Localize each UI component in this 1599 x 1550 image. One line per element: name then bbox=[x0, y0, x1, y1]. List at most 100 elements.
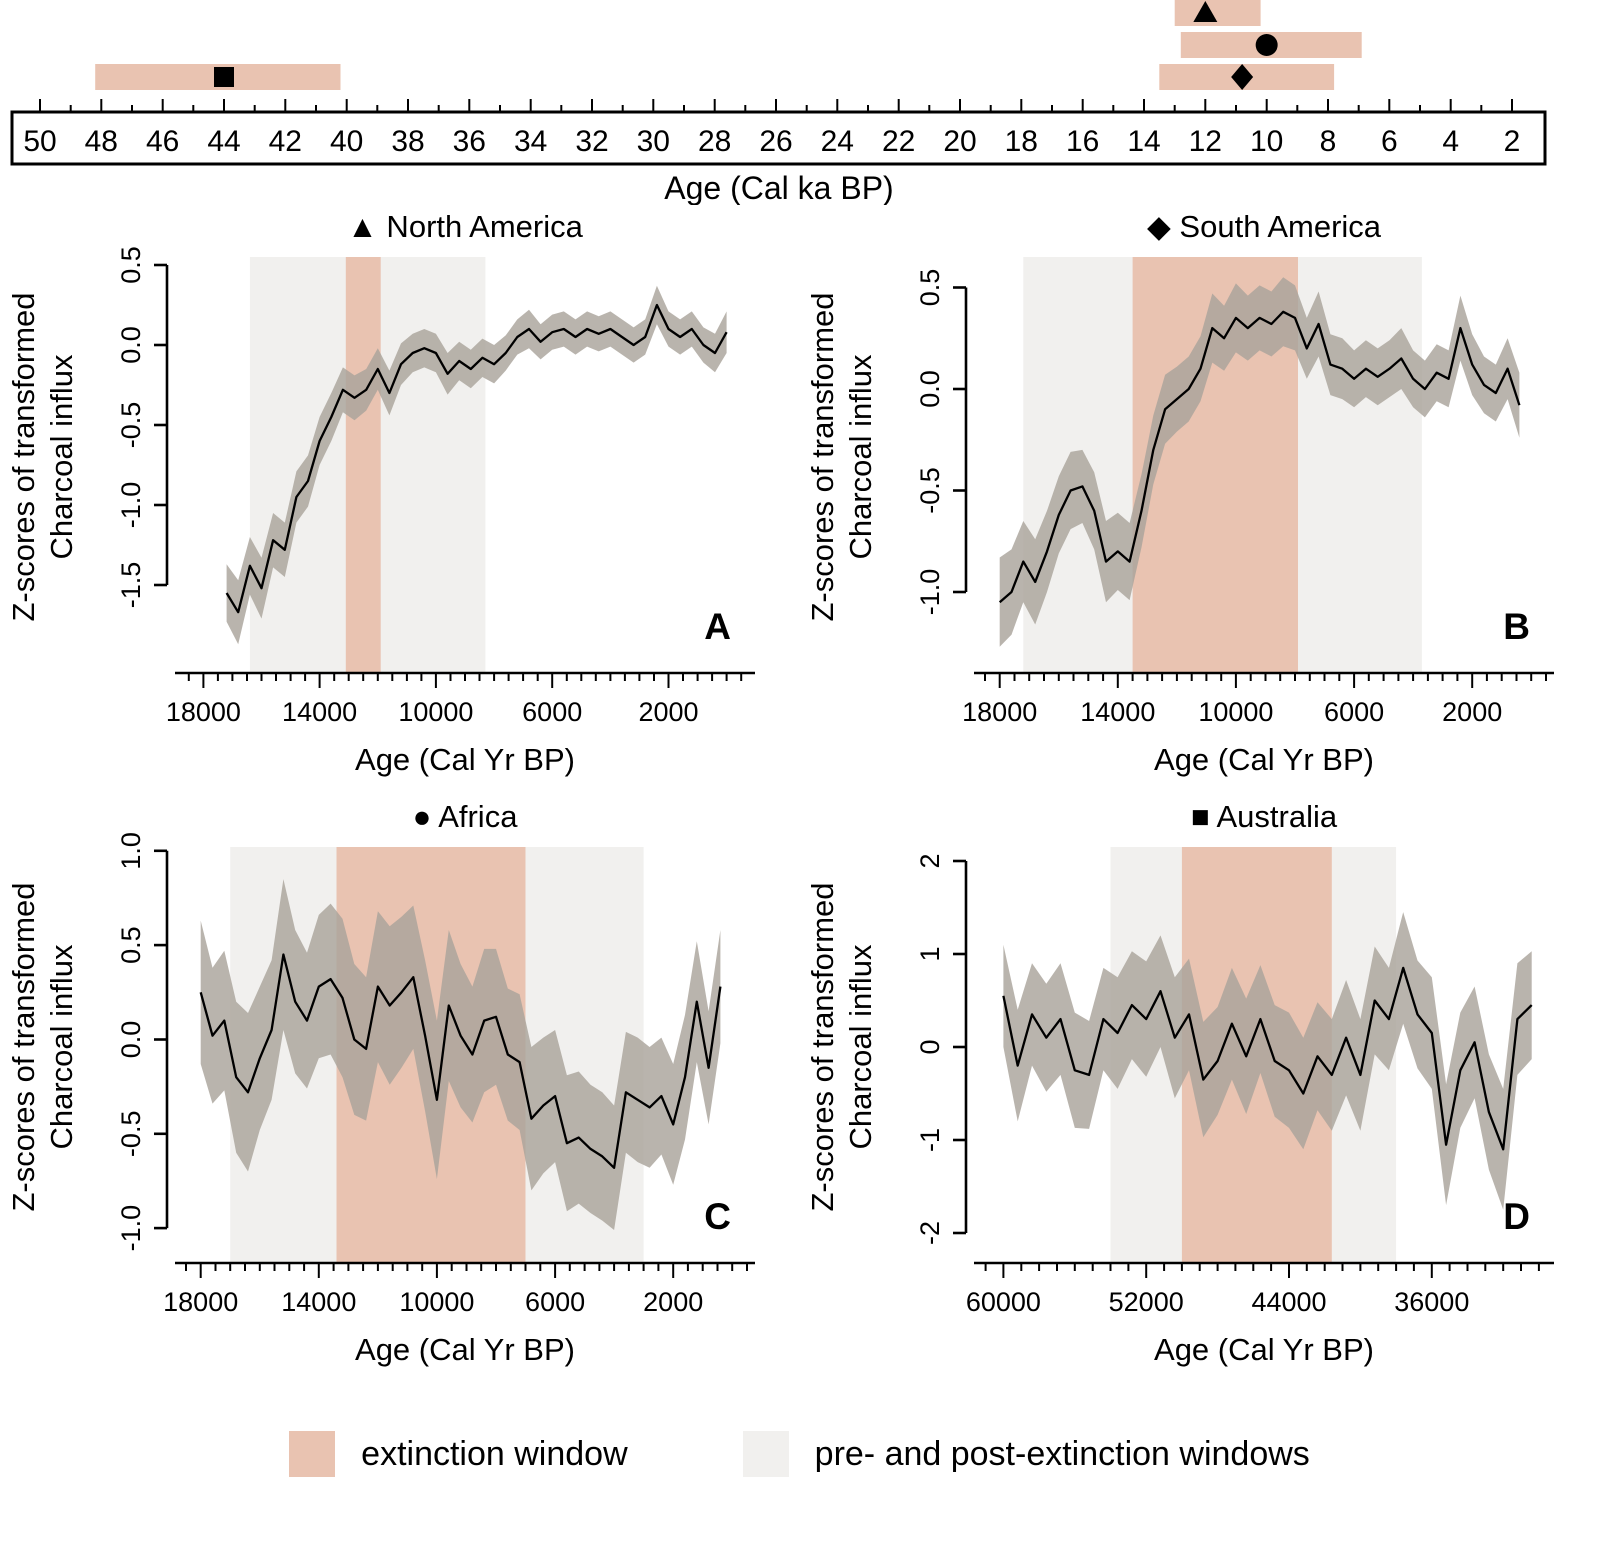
x-axis: 18000 14000 10000 6000 2000 Age (Cal Yr BP) bbox=[166, 671, 755, 777]
timeline-chart: 2468101214161820222426283032343638404244… bbox=[10, 0, 1547, 205]
y-axis-label-line1: Z-scores of transformed bbox=[805, 292, 840, 621]
prepost-window-label: pre- and post-extinction windows bbox=[814, 1434, 1310, 1473]
y-tick-label: -0.5 bbox=[116, 402, 146, 449]
y-tick-label: 0 bbox=[915, 1039, 945, 1054]
timeline-tick-label: 6 bbox=[1381, 125, 1398, 158]
timeline-tick-label: 44 bbox=[207, 125, 240, 158]
extinction-window-label: extinction window bbox=[361, 1434, 628, 1473]
y-tick-label: 0.0 bbox=[915, 370, 945, 408]
panel-b-south-america: 0.5 0.0 -0.5 -1.0 18000 14000 10000 6000 2000 Age… bbox=[805, 209, 1554, 777]
panel-letter: D bbox=[1503, 1196, 1530, 1237]
timeline-tick-label: 8 bbox=[1320, 125, 1337, 158]
panel-a-north-america: 0.5 0.0 -0.5 -1.0 -1.5 18000 14000 10000 6000 200… bbox=[6, 209, 755, 777]
x-tick-label: 44000 bbox=[1251, 1287, 1326, 1317]
timeline-axis-box bbox=[10, 110, 1547, 166]
y-axis-label-line2: Charcoal influx bbox=[843, 354, 878, 560]
confidence-band bbox=[226, 285, 727, 645]
y-tick-label: 0.5 bbox=[915, 269, 945, 307]
x-tick-label: 14000 bbox=[282, 697, 357, 727]
timeline-tick-label: 48 bbox=[85, 125, 118, 158]
timeline-tick-label: 46 bbox=[146, 125, 179, 158]
y-axis: 0.5 0.0 -0.5 -1.0 -1.5 bbox=[116, 246, 169, 609]
extinction-bar-triangle bbox=[1174, 0, 1261, 26]
y-tick-label: 1 bbox=[915, 946, 945, 961]
y-axis-label-line1: Z-scores of transformed bbox=[6, 292, 41, 621]
circle-icon bbox=[1255, 34, 1278, 56]
timeline-tick-label: 4 bbox=[1442, 125, 1459, 158]
x-tick-label: 10000 bbox=[1198, 697, 1273, 727]
timeline-tick-label: 16 bbox=[1066, 125, 1099, 158]
x-axis-label: Age (Cal Yr BP) bbox=[1154, 1332, 1374, 1367]
y-tick-label: 2 bbox=[915, 853, 945, 868]
x-tick-label: 10000 bbox=[399, 1287, 474, 1317]
y-axis-label-line2: Charcoal influx bbox=[44, 354, 79, 560]
timeline-tick-label: 42 bbox=[269, 125, 302, 158]
timeline-tick-label: 34 bbox=[514, 125, 547, 158]
x-tick-label: 6000 bbox=[1324, 697, 1384, 727]
panel-title: ● Africa bbox=[413, 799, 519, 834]
y-tick-label: 0.5 bbox=[116, 246, 146, 284]
y-axis-label-line1: Z-scores of transformed bbox=[805, 882, 840, 1211]
timeline-tick-label: 12 bbox=[1189, 125, 1222, 158]
extinction-bars bbox=[95, 0, 1362, 90]
extinction-window bbox=[345, 257, 381, 673]
y-axis-label-line2: Charcoal influx bbox=[44, 944, 79, 1150]
y-tick-label: -1.0 bbox=[116, 1205, 146, 1252]
x-tick-label: 10000 bbox=[398, 697, 473, 727]
y-tick-label: -1 bbox=[915, 1128, 945, 1152]
confidence-band bbox=[1003, 912, 1532, 1210]
y-tick-label: -2 bbox=[915, 1221, 945, 1245]
y-axis: 2 1 0 -1 -2 bbox=[915, 853, 968, 1245]
x-tick-label: 14000 bbox=[1080, 697, 1155, 727]
panel-title: ■ Australia bbox=[1191, 799, 1338, 834]
timeline-tick-label: 30 bbox=[637, 125, 670, 158]
diamond-icon bbox=[1231, 64, 1254, 90]
x-tick-label: 2000 bbox=[638, 697, 698, 727]
y-axis: 0.5 0.0 -0.5 -1.0 bbox=[915, 269, 968, 615]
panel-title: ▲ North America bbox=[347, 209, 583, 244]
x-axis-label: Age (Cal Yr BP) bbox=[1154, 742, 1374, 777]
panel-letter: C bbox=[704, 1196, 731, 1237]
timeline-tick-label: 20 bbox=[943, 125, 976, 158]
x-tick-label: 6000 bbox=[525, 1287, 585, 1317]
x-tick-label: 14000 bbox=[281, 1287, 356, 1317]
y-tick-label: -1.5 bbox=[116, 562, 146, 609]
x-tick-label: 18000 bbox=[163, 1287, 238, 1317]
x-tick-label: 6000 bbox=[522, 697, 582, 727]
y-tick-label: 0.0 bbox=[116, 1021, 146, 1059]
x-axis-label: Age (Cal Yr BP) bbox=[355, 742, 575, 777]
y-tick-label: 1.0 bbox=[116, 832, 146, 870]
charcoal-line bbox=[1002, 966, 1533, 1151]
timeline-tick-label: 32 bbox=[575, 125, 608, 158]
y-axis-label-line1: Z-scores of transformed bbox=[6, 882, 41, 1211]
charcoal-line bbox=[998, 310, 1521, 604]
y-axis-label-line2: Charcoal influx bbox=[843, 944, 878, 1150]
timeline-tick-label: 14 bbox=[1127, 125, 1160, 158]
timeline-tick-label: 38 bbox=[391, 125, 424, 158]
panel-letter: A bbox=[704, 606, 731, 647]
y-tick-label: -1.0 bbox=[116, 482, 146, 529]
y-tick-label: -0.5 bbox=[116, 1111, 146, 1158]
timeline-tick-label: 2 bbox=[1504, 125, 1521, 158]
x-axis: 18000 14000 10000 6000 2000 Age (Cal Yr BP) bbox=[962, 671, 1554, 777]
x-tick-label: 60000 bbox=[966, 1287, 1041, 1317]
timeline-tick-label: 22 bbox=[882, 125, 915, 158]
timeline-tick-label: 50 bbox=[23, 125, 56, 158]
timeline-tick-label: 36 bbox=[453, 125, 486, 158]
charcoal-line bbox=[199, 953, 722, 1169]
x-tick-label: 18000 bbox=[166, 697, 241, 727]
legend-item-extinction: extinction window bbox=[289, 1431, 628, 1477]
extinction-window-swatch bbox=[289, 1431, 336, 1477]
timeline-ticks: 2468101214161820222426283032343638404244… bbox=[23, 99, 1520, 158]
panels-grid: 0.5 0.0 -0.5 -1.0 -1.5 18000 14000 10000 6000 200… bbox=[0, 205, 1599, 1385]
panel-letter: B bbox=[1503, 606, 1530, 647]
timeline-tick-label: 10 bbox=[1250, 125, 1283, 158]
legend-item-prepost: pre- and post-extinction windows bbox=[742, 1431, 1310, 1477]
x-tick-label: 36000 bbox=[1394, 1287, 1469, 1317]
panel-d-australia: 2 1 0 -1 -2 60000 52000 44000 36000 Age (Cal Yr B… bbox=[805, 799, 1554, 1367]
x-axis: 18000 14000 10000 6000 2000 Age (Cal Yr BP) bbox=[163, 1261, 755, 1367]
x-tick-label: 2000 bbox=[1442, 697, 1502, 727]
square-icon bbox=[214, 67, 234, 87]
prepost-window-swatch bbox=[742, 1431, 789, 1477]
y-axis: 1.0 0.5 0.0 -0.5 -1.0 bbox=[116, 832, 169, 1252]
